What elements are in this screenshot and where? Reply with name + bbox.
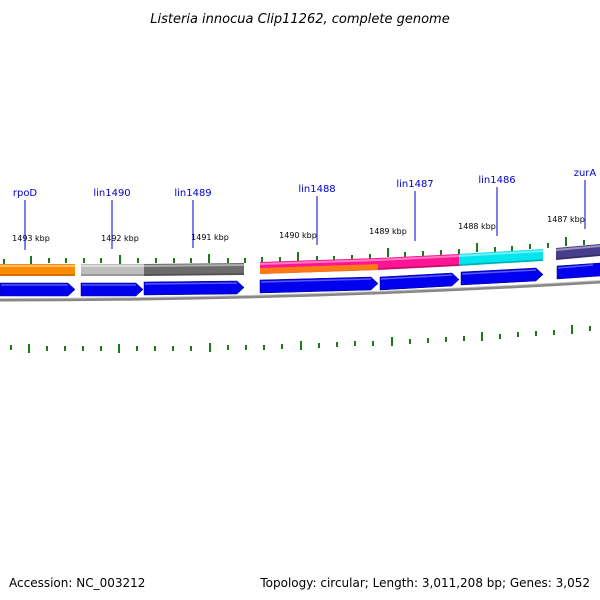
- gene-bar: [378, 254, 459, 270]
- gene-name[interactable]: lin1487: [396, 179, 433, 190]
- gene-feature-lin1490[interactable]: [81, 264, 144, 276]
- overlap-stripe: [260, 264, 378, 274]
- gene-label-lin1489[interactable]: lin1489: [174, 188, 212, 248]
- gene-label-track: rpoD lin1490 lin1489 lin1488 lin1487 lin1486 z…: [13, 168, 597, 250]
- gene-bar: [556, 244, 600, 260]
- ruler-label: 1492 kbp: [101, 234, 139, 243]
- cds-arrow-shine: [461, 269, 537, 275]
- gene-name[interactable]: rpoD: [13, 188, 38, 199]
- gene-bar: [81, 264, 144, 276]
- gene-name[interactable]: lin1490: [93, 188, 130, 199]
- gene-bar-shadow: [458, 259, 544, 266]
- cds-arrow-track: [0, 262, 600, 297]
- gene-feature-zurA[interactable]: [555, 244, 600, 260]
- ruler-label: 1488 kbp: [458, 222, 496, 231]
- ruler-labels: 1493 kbp 1492 kbp 1491 kbp 1490 kbp 1489 kbp…: [12, 215, 585, 243]
- tick-marks-inner: [10, 325, 591, 353]
- cds-arrow-shine: [144, 282, 238, 285]
- gene-bar-shine: [259, 259, 379, 265]
- gene-bar-shadow: [143, 273, 245, 276]
- ruler-label: 1487 kbp: [547, 215, 585, 224]
- ruler-label: 1493 kbp: [12, 234, 50, 243]
- gene-name[interactable]: lin1486: [478, 175, 515, 186]
- gene-label-lin1487[interactable]: lin1487: [396, 179, 434, 241]
- gene-label-lin1490[interactable]: lin1490: [93, 188, 131, 249]
- gene-name[interactable]: zurA: [574, 168, 597, 179]
- gene-bar-shine: [143, 264, 245, 267]
- gene-feature-lin1486[interactable]: [458, 249, 544, 266]
- cds-arrow[interactable]: [143, 280, 245, 296]
- gene-label-rpoD[interactable]: rpoD: [13, 188, 38, 250]
- gene-bar-shine: [555, 245, 600, 251]
- gene-bar: [0, 264, 75, 276]
- ruler-label: 1490 kbp: [279, 231, 317, 240]
- map-title: Listeria innocua Clip11262, complete gen…: [150, 12, 449, 27]
- genome-backbone: [0, 280, 600, 302]
- gene-bar: [459, 249, 543, 266]
- cds-arrow-shine: [380, 274, 453, 280]
- gene-name[interactable]: lin1488: [298, 184, 335, 195]
- cds-arrow[interactable]: [80, 282, 144, 297]
- gene-name[interactable]: lin1489: [174, 188, 211, 199]
- gene-bar: [144, 263, 244, 276]
- gene-feature-track: [0, 244, 600, 276]
- gene-bar-shine: [458, 250, 544, 257]
- cds-arrow[interactable]: [0, 282, 76, 297]
- cds-arrow[interactable]: [259, 276, 379, 294]
- gene-feature-rpoD[interactable]: [0, 264, 75, 276]
- ruler-label: 1489 kbp: [369, 227, 407, 236]
- gene-feature-lin1489[interactable]: [143, 263, 245, 276]
- gene-label-lin1488[interactable]: lin1488: [298, 184, 336, 245]
- tick-marks-outer: [3, 237, 585, 265]
- gene-bar-shadow: [555, 254, 600, 260]
- ruler-label: 1491 kbp: [191, 233, 229, 242]
- gene-label-zurA[interactable]: zurA: [574, 168, 597, 229]
- gene-label-lin1486[interactable]: lin1486: [478, 175, 516, 236]
- cds-arrow-shine: [260, 278, 372, 283]
- cds-arrow-shine: [557, 264, 594, 269]
- gene-bar-shadow: [377, 264, 460, 270]
- gene-feature-lin1487[interactable]: [377, 254, 460, 270]
- genome-summary: Topology: circular; Length: 3,011,208 bp…: [260, 576, 590, 590]
- cds-arrow[interactable]: [379, 272, 460, 291]
- cds-arrow[interactable]: [460, 267, 544, 286]
- genome-backbone-highlight: [0, 280, 600, 299]
- accession-label: Accession: NC_003212: [9, 576, 146, 590]
- gene-bar-shine: [377, 255, 460, 261]
- cds-arrow[interactable]: [556, 262, 600, 280]
